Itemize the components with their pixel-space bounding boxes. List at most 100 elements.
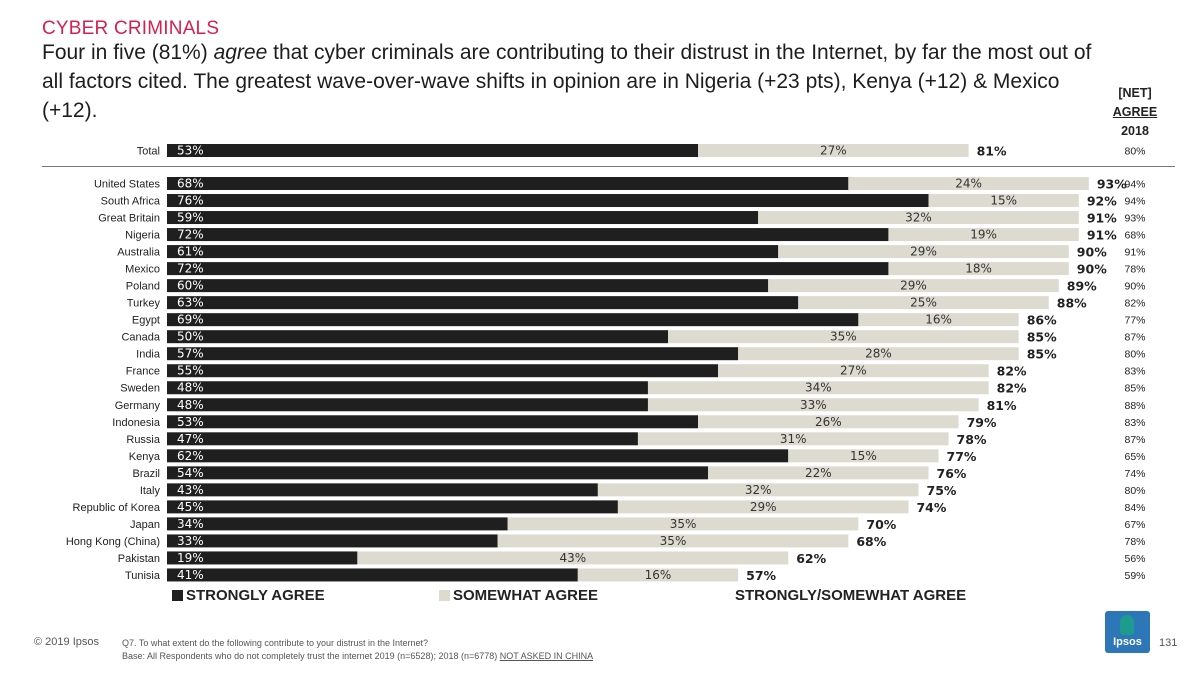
value-strongly-total: 53%	[177, 144, 204, 158]
total-divider	[42, 166, 1175, 167]
row-label-mexico: Mexico	[125, 264, 160, 276]
row-label-poland: Poland	[126, 281, 160, 293]
value-somewhat-france: 27%	[840, 364, 867, 378]
value-strongly-russia: 47%	[177, 432, 204, 446]
value-net-poland: 89%	[1067, 279, 1097, 294]
value-2018-sweden: 85%	[1124, 383, 1145, 395]
value-somewhat-south-africa: 15%	[990, 194, 1017, 208]
bar-somewhat-japan	[507, 517, 859, 531]
bar-somewhat-south-africa	[928, 194, 1079, 208]
bar-somewhat-great-britain	[758, 211, 1079, 225]
value-2018-egypt: 77%	[1124, 315, 1145, 327]
value-strongly-india: 57%	[177, 347, 204, 361]
legend-total-label: STRONGLY/SOMEWHAT AGREE	[735, 587, 967, 604]
value-net-brazil: 76%	[937, 466, 967, 481]
value-2018-republic-of-korea: 84%	[1124, 502, 1145, 514]
row-label-france: France	[126, 366, 160, 378]
value-somewhat-egypt: 16%	[925, 313, 952, 327]
row-label-indonesia: Indonesia	[112, 417, 161, 429]
value-somewhat-australia: 29%	[910, 245, 937, 259]
legend-somewhat-label: SOMEWHAT AGREE	[453, 587, 598, 604]
row-label-india: India	[136, 349, 161, 361]
bar-somewhat-pakistan	[357, 551, 789, 565]
bar-somewhat-turkey	[798, 296, 1049, 310]
bar-strongly-germany	[167, 398, 648, 412]
footer-not-asked: NOT ASKED IN CHINA	[499, 651, 594, 661]
logo-wordmark: Ipsos	[1113, 636, 1142, 648]
bar-strongly-italy	[167, 483, 598, 497]
legend-somewhat-agree: SOMEWHAT AGREE	[439, 587, 598, 604]
row-label-south-africa: South Africa	[101, 196, 161, 208]
value-somewhat-indonesia: 26%	[815, 415, 842, 429]
row-label-pakistan: Pakistan	[118, 553, 160, 565]
bar-somewhat-brazil	[708, 466, 929, 480]
value-somewhat-india: 28%	[865, 347, 892, 361]
footer-copyright: © 2019 Ipsos	[34, 636, 99, 648]
bar-somewhat-germany	[647, 398, 979, 412]
value-2018-canada: 87%	[1124, 332, 1145, 344]
bar-somewhat-tunisia	[577, 568, 739, 582]
bar-somewhat-kenya	[788, 449, 939, 463]
bar-strongly-hong-kong-china	[167, 534, 498, 548]
row-label-egypt: Egypt	[132, 315, 160, 327]
bar-strongly-turkey	[167, 296, 799, 310]
value-net-sweden: 82%	[997, 381, 1027, 396]
bar-strongly-mexico	[167, 262, 889, 276]
row-label-tunisia: Tunisia	[125, 570, 161, 582]
value-somewhat-germany: 33%	[800, 398, 827, 412]
bar-strongly-total	[167, 144, 699, 157]
bar-somewhat-russia	[637, 432, 949, 446]
bar-strongly-canada	[167, 330, 668, 344]
bar-strongly-australia	[167, 245, 779, 259]
value-strongly-japan: 34%	[177, 517, 204, 531]
value-2018-pakistan: 56%	[1124, 553, 1145, 565]
net-year-label: 2018	[1121, 124, 1149, 138]
value-2018-australia: 91%	[1124, 247, 1145, 259]
row-label-turkey: Turkey	[127, 298, 161, 310]
value-somewhat-mexico: 18%	[965, 262, 992, 276]
value-net-japan: 70%	[866, 517, 896, 532]
bar-somewhat-italy	[597, 483, 919, 497]
legend-strongly-agree: STRONGLY AGREE	[172, 587, 325, 604]
value-somewhat-united-states: 24%	[955, 177, 982, 191]
ipsos-logo: Ipsos	[1105, 611, 1150, 653]
value-net-hong-kong-china: 68%	[856, 534, 886, 549]
value-somewhat-japan: 35%	[670, 517, 697, 531]
value-somewhat-sweden: 34%	[805, 381, 832, 395]
value-2018-tunisia: 59%	[1124, 570, 1145, 582]
bar-strongly-south-africa	[167, 194, 929, 208]
value-2018-indonesia: 83%	[1124, 417, 1145, 429]
value-somewhat-poland: 29%	[900, 279, 927, 293]
value-net-tunisia: 57%	[746, 568, 776, 583]
bar-somewhat-poland	[768, 279, 1059, 293]
value-net-italy: 75%	[927, 483, 957, 498]
bar-strongly-sweden	[167, 381, 648, 395]
footer-base: Base: All Respondents who do not complet…	[122, 651, 500, 661]
value-2018-united-states: 94%	[1124, 179, 1145, 191]
value-2018-germany: 88%	[1124, 400, 1145, 412]
row-label-italy: Italy	[140, 485, 161, 497]
value-strongly-brazil: 54%	[177, 466, 204, 480]
value-net-mexico: 90%	[1077, 262, 1107, 277]
value-2018-total: 80%	[1124, 146, 1145, 158]
value-strongly-united-states: 68%	[177, 177, 204, 191]
bar-strongly-kenya	[167, 449, 789, 463]
net-agree-label: AGREE	[1112, 105, 1158, 119]
bar-somewhat-mexico	[888, 262, 1069, 276]
bar-somewhat-indonesia	[698, 415, 959, 429]
value-strongly-indonesia: 53%	[177, 415, 204, 429]
row-label-kenya: Kenya	[129, 451, 161, 463]
value-somewhat-canada: 35%	[830, 330, 857, 344]
logo-bulb-icon	[1120, 615, 1134, 635]
value-2018-poland: 90%	[1124, 281, 1145, 293]
legend-swatch-somewhat	[439, 590, 450, 601]
value-strongly-hong-kong-china: 33%	[177, 534, 204, 548]
value-somewhat-turkey: 25%	[910, 296, 937, 310]
value-net-great-britain: 91%	[1087, 211, 1117, 226]
value-strongly-poland: 60%	[177, 279, 204, 293]
value-somewhat-hong-kong-china: 35%	[660, 534, 687, 548]
row-label-brazil: Brazil	[132, 468, 160, 480]
bar-strongly-united-states	[167, 177, 849, 190]
value-net-kenya: 77%	[947, 449, 977, 464]
bar-somewhat-australia	[778, 245, 1069, 259]
